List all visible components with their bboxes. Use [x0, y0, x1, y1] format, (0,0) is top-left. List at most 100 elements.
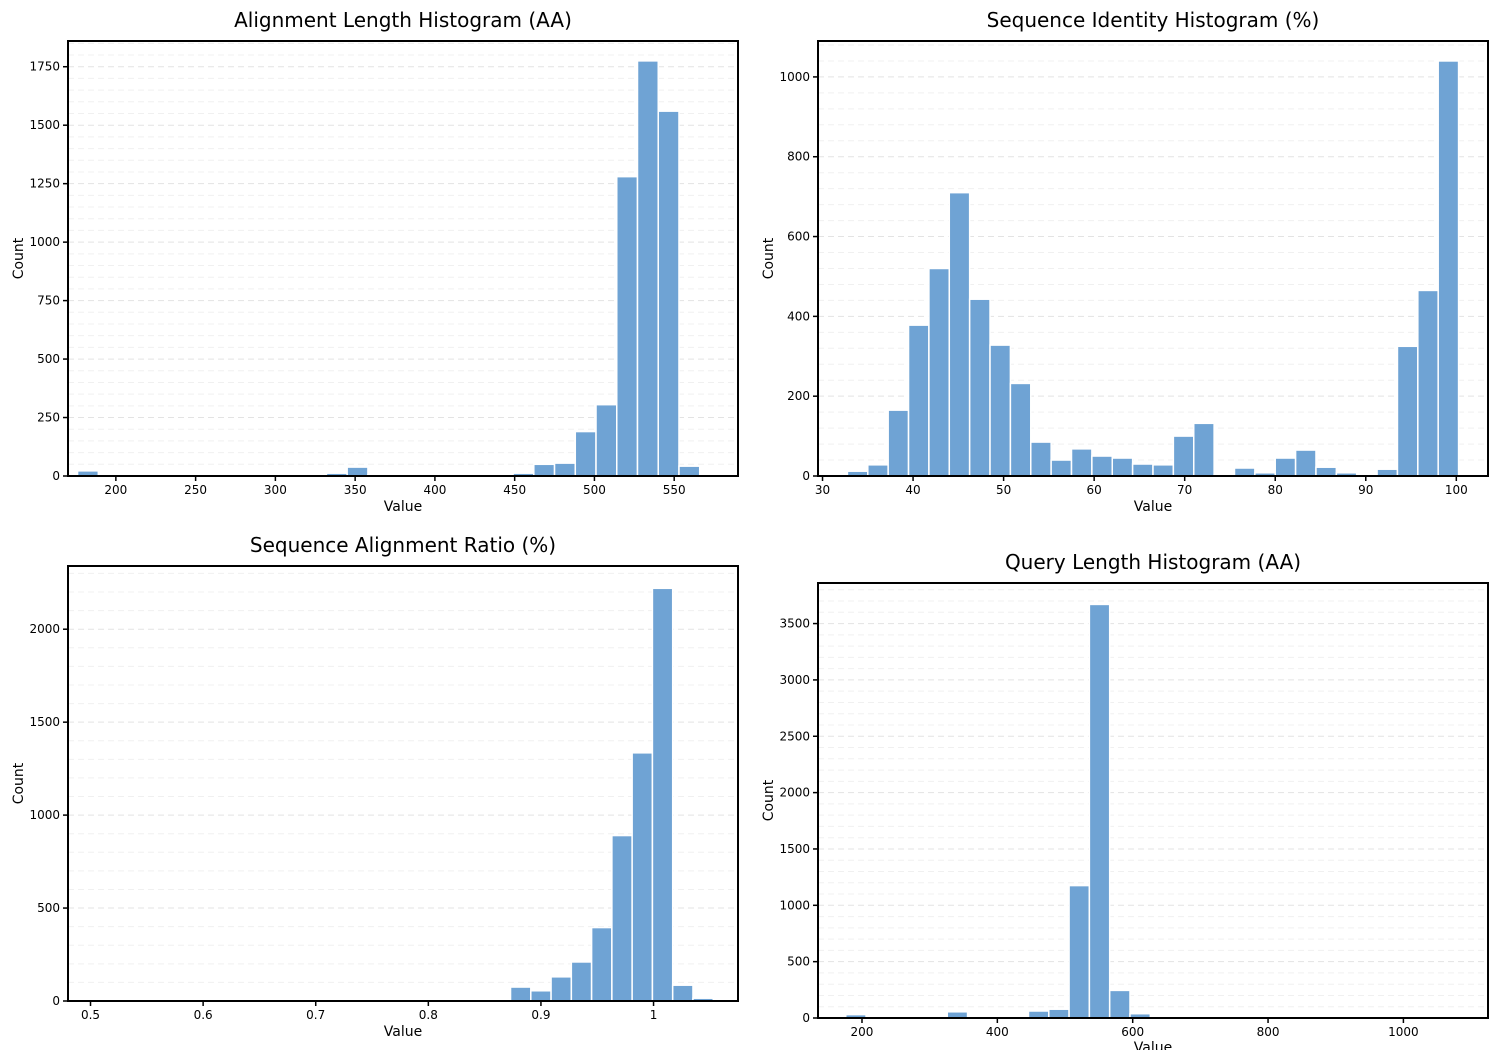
histogram-bar	[867, 464, 889, 477]
histogram-bar	[1192, 422, 1215, 477]
x-axis-label: Value	[1134, 1040, 1172, 1050]
chart-title: Query Length Histogram (AA)	[1005, 550, 1301, 574]
x-tick-label: 80	[1268, 483, 1283, 497]
x-tick-label: 0.6	[194, 1008, 213, 1022]
histogram-bar	[1396, 345, 1419, 477]
y-axis-label: Count	[11, 237, 27, 279]
y-tick-label: 2500	[779, 729, 810, 743]
histogram-bar	[1131, 463, 1154, 477]
x-tick-label: 350	[344, 483, 367, 497]
histogram-bar	[553, 462, 577, 477]
x-tick-label: 200	[104, 483, 127, 497]
histogram-bar	[550, 976, 573, 1002]
histogram-bar	[928, 267, 951, 477]
histogram-bar	[631, 752, 654, 1002]
histogram-bar	[616, 175, 639, 477]
x-tick-label: 30	[815, 483, 830, 497]
query-length-chart: Query Length Histogram (AA) 200 400 600 800…	[761, 550, 1489, 1050]
histogram-bar	[1091, 455, 1114, 477]
x-tick-label: 200	[851, 1025, 874, 1039]
x-tick-label: 0.9	[531, 1008, 550, 1022]
sequence-identity-chart: Sequence Identity Histogram (%) 30 40 50 60…	[761, 8, 1489, 515]
y-tick-label: 2000	[779, 786, 810, 800]
x-tick-label: 90	[1358, 483, 1373, 497]
histogram-bar	[1274, 457, 1297, 477]
histogram-bar	[1376, 468, 1399, 477]
histogram-bar	[595, 403, 618, 477]
histogram-bar	[1111, 457, 1134, 477]
x-tick-label: 400	[986, 1025, 1009, 1039]
y-tick-label: 500	[37, 352, 60, 366]
histogram-bar	[671, 984, 694, 1002]
y-tick-label: 200	[787, 389, 810, 403]
x-tick-label: 50	[996, 483, 1011, 497]
histogram-bar	[346, 466, 369, 477]
x-tick-label: 100	[1445, 483, 1468, 497]
y-tick-label: 0	[802, 1011, 810, 1025]
x-tick-label: 800	[1257, 1025, 1280, 1039]
x-tick-label: 0.5	[81, 1008, 100, 1022]
plot-frame	[817, 40, 1489, 477]
histogram-bar	[657, 110, 680, 477]
histogram-bar	[907, 324, 930, 477]
histogram-bar	[611, 834, 633, 1002]
histogram-bar	[509, 986, 532, 1002]
histogram-bar	[574, 430, 597, 477]
x-axis-label: Value	[384, 1024, 422, 1040]
x-axis-label: Value	[384, 499, 422, 515]
y-tick-label: 1000	[29, 808, 60, 822]
y-tick-label: 250	[37, 411, 60, 425]
histogram-bar	[887, 409, 910, 477]
x-tick-label: 70	[1177, 483, 1192, 497]
alignment-length-chart: Alignment Length Histogram (AA) 200 250 30…	[11, 8, 739, 515]
plot-frame	[67, 565, 739, 1002]
y-tick-label: 0	[52, 469, 60, 483]
y-tick-label: 1000	[29, 235, 60, 249]
plot-frame	[817, 582, 1489, 1019]
chart-title: Sequence Alignment Ratio (%)	[250, 533, 556, 557]
plot-frame	[67, 40, 739, 477]
y-axis-label: Count	[761, 237, 777, 279]
y-tick-label: 1250	[29, 177, 60, 191]
histogram-bar	[1294, 449, 1317, 477]
y-tick-label: 1500	[29, 118, 60, 132]
histogram-bar	[968, 298, 991, 477]
histogram-bar	[1437, 60, 1460, 477]
alignment-ratio-chart: Sequence Alignment Ratio (%) 0.5 0.6 0.7 0.…	[11, 533, 739, 1040]
histogram-bar	[590, 926, 613, 1002]
y-axis-label: Count	[761, 779, 777, 821]
histogram-bar	[1417, 289, 1439, 477]
histogram-bar	[636, 60, 659, 477]
histogram-bar	[1070, 448, 1093, 477]
y-tick-label: 1750	[29, 60, 60, 74]
y-tick-label: 0	[802, 469, 810, 483]
histogram-bar	[1068, 884, 1091, 1019]
y-tick-label: 0	[52, 994, 60, 1008]
x-tick-label: 300	[264, 483, 287, 497]
chart-title: Alignment Length Histogram (AA)	[234, 8, 572, 32]
x-tick-label: 0.7	[306, 1008, 325, 1022]
histogram-bar	[530, 990, 552, 1002]
y-tick-label: 400	[787, 309, 810, 323]
x-tick-label: 1	[650, 1008, 658, 1022]
x-tick-label: 60	[1087, 483, 1102, 497]
histogram-bar	[1050, 459, 1073, 477]
histogram-bar	[1315, 466, 1338, 477]
histogram-bar	[1233, 467, 1256, 477]
x-tick-label: 500	[583, 483, 606, 497]
histogram-bar	[533, 463, 556, 477]
histogram-bar	[1088, 603, 1111, 1019]
y-tick-label: 500	[37, 901, 60, 915]
chart-title: Sequence Identity Histogram (%)	[987, 8, 1320, 32]
histogram-bar	[1172, 435, 1195, 477]
histogram-bar	[678, 465, 701, 477]
histogram-bar	[570, 961, 593, 1002]
y-tick-label: 3000	[779, 673, 810, 687]
x-tick-label: 600	[1121, 1025, 1144, 1039]
y-tick-label: 3500	[779, 617, 810, 631]
y-tick-label: 800	[787, 150, 810, 164]
y-tick-label: 1500	[779, 842, 810, 856]
x-tick-label: 0.8	[419, 1008, 438, 1022]
y-tick-label: 1000	[779, 70, 810, 84]
